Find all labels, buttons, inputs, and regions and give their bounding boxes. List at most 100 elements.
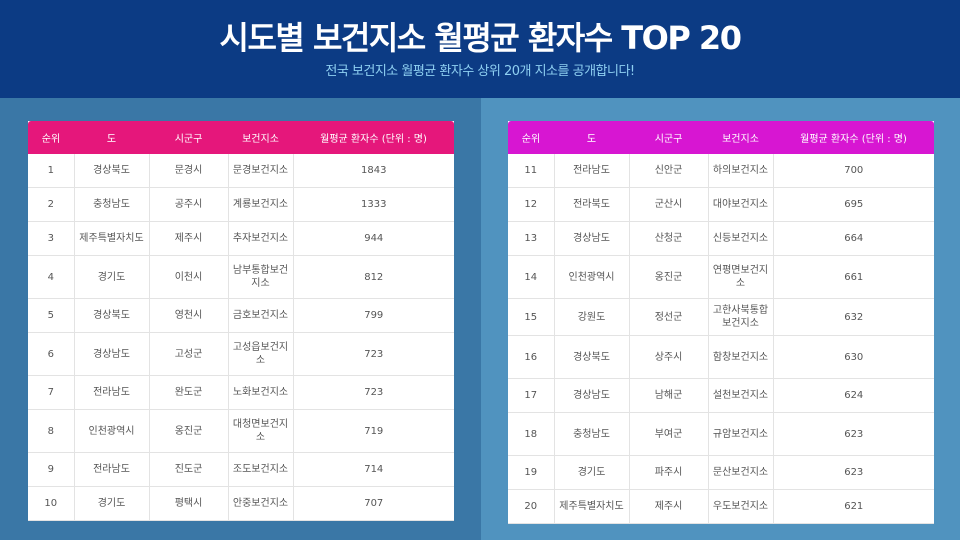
health-branch-cell: 연평면보건지소 [708, 255, 774, 299]
page-title: 시도별 보건지소 월평균 환자수 TOP 20 [219, 19, 742, 57]
table-row: 13 경상남도 산청군 신등보건지소 664 [508, 221, 934, 256]
column-header-monthly-patients: 월평균 환자수 (단위 : 명) [293, 121, 454, 154]
rank-cell: 7 [28, 375, 75, 410]
column-header-province: 도 [554, 121, 629, 154]
ranking-table-1-10: 순위 도 시군구 보건지소 월평균 환자수 (단위 : 명) 1 경상북도 문경시 문… [28, 121, 454, 521]
column-header-rank: 순위 [28, 121, 74, 154]
monthly-patients-cell: 630 [773, 335, 934, 379]
column-header-health-branch: 보건지소 [708, 121, 773, 154]
table-row: 18 충청남도 부여군 규암보건지소 623 [508, 412, 934, 456]
monthly-patients-cell: 719 [293, 409, 454, 453]
rank-cell: 6 [28, 332, 75, 376]
monthly-patients-cell: 623 [773, 455, 934, 490]
monthly-patients-cell: 723 [293, 332, 454, 376]
health-branch-cell: 남부통합보건지소 [228, 255, 294, 299]
rank-cell: 18 [508, 412, 555, 456]
rank-cell: 12 [508, 187, 555, 222]
rank-cell: 5 [28, 298, 75, 333]
health-branch-cell: 하의보건지소 [708, 154, 774, 188]
city-cell: 남해군 [629, 378, 709, 413]
city-cell: 옹진군 [149, 409, 229, 453]
province-cell: 경상북도 [554, 335, 630, 379]
rank-cell: 14 [508, 255, 555, 299]
rank-cell: 16 [508, 335, 555, 379]
monthly-patients-cell: 624 [773, 378, 934, 413]
rank-cell: 20 [508, 489, 555, 524]
monthly-patients-cell: 664 [773, 221, 934, 256]
health-branch-cell: 노화보건지소 [228, 375, 294, 410]
table-row: 3 제주특별자치도 제주시 추자보건지소 944 [28, 221, 454, 256]
header-banner: 시도별 보건지소 월평균 환자수 TOP 20 전국 보건지소 월평균 환자수 … [0, 0, 960, 98]
city-cell: 영천시 [149, 298, 229, 333]
monthly-patients-cell: 695 [773, 187, 934, 222]
column-header-monthly-patients: 월평균 환자수 (단위 : 명) [773, 121, 934, 154]
column-header-city: 시군구 [149, 121, 228, 154]
monthly-patients-cell: 799 [293, 298, 454, 333]
rank-cell: 19 [508, 455, 555, 490]
province-cell: 인천광역시 [74, 409, 150, 453]
table-row: 9 전라남도 진도군 조도보건지소 714 [28, 452, 454, 487]
city-cell: 정선군 [629, 298, 709, 336]
province-cell: 전라남도 [554, 154, 630, 188]
province-cell: 경상북도 [74, 154, 150, 188]
city-cell: 군산시 [629, 187, 709, 222]
column-header-health-branch: 보건지소 [228, 121, 293, 154]
table-row: 7 전라남도 완도군 노화보건지소 723 [28, 375, 454, 410]
province-cell: 전라북도 [554, 187, 630, 222]
health-branch-cell: 문경보건지소 [228, 154, 294, 188]
rank-cell: 9 [28, 452, 75, 487]
rank-cell: 11 [508, 154, 555, 188]
city-cell: 고성군 [149, 332, 229, 376]
table-row: 11 전라남도 신안군 하의보건지소 700 [508, 154, 934, 188]
city-cell: 파주시 [629, 455, 709, 490]
province-cell: 전라남도 [74, 375, 150, 410]
city-cell: 상주시 [629, 335, 709, 379]
table-row: 5 경상북도 영천시 금호보건지소 799 [28, 298, 454, 333]
city-cell: 부여군 [629, 412, 709, 456]
table-row: 4 경기도 이천시 남부통합보건지소 812 [28, 255, 454, 299]
table-row: 8 인천광역시 옹진군 대청면보건지소 719 [28, 409, 454, 453]
rank-cell: 2 [28, 187, 75, 222]
monthly-patients-cell: 621 [773, 489, 934, 524]
city-cell: 평택시 [149, 486, 229, 521]
table-row: 10 경기도 평택시 안중보건지소 707 [28, 486, 454, 521]
health-branch-cell: 대청면보건지소 [228, 409, 294, 453]
table-row: 6 경상남도 고성군 고성읍보건지소 723 [28, 332, 454, 376]
province-cell: 인천광역시 [554, 255, 630, 299]
health-branch-cell: 신등보건지소 [708, 221, 774, 256]
column-header-city: 시군구 [629, 121, 708, 154]
monthly-patients-cell: 623 [773, 412, 934, 456]
monthly-patients-cell: 944 [293, 221, 454, 256]
city-cell: 진도군 [149, 452, 229, 487]
table-row: 17 경상남도 남해군 설천보건지소 624 [508, 378, 934, 413]
province-cell: 전라남도 [74, 452, 150, 487]
province-cell: 강원도 [554, 298, 630, 336]
province-cell: 경기도 [74, 486, 150, 521]
health-branch-cell: 추자보건지소 [228, 221, 294, 256]
province-cell: 충청남도 [554, 412, 630, 456]
city-cell: 이천시 [149, 255, 229, 299]
rank-cell: 3 [28, 221, 75, 256]
table-row: 19 경기도 파주시 문산보건지소 623 [508, 455, 934, 490]
rank-cell: 10 [28, 486, 75, 521]
column-header-province: 도 [74, 121, 149, 154]
province-cell: 충청남도 [74, 187, 150, 222]
rank-cell: 1 [28, 154, 75, 188]
city-cell: 산청군 [629, 221, 709, 256]
province-cell: 경상남도 [74, 332, 150, 376]
rank-cell: 17 [508, 378, 555, 413]
monthly-patients-cell: 1843 [293, 154, 454, 188]
monthly-patients-cell: 812 [293, 255, 454, 299]
province-cell: 경기도 [74, 255, 150, 299]
health-branch-cell: 고한사북통합보건지소 [708, 298, 774, 336]
health-branch-cell: 설천보건지소 [708, 378, 774, 413]
health-branch-cell: 금호보건지소 [228, 298, 294, 333]
province-cell: 경상북도 [74, 298, 150, 333]
monthly-patients-cell: 700 [773, 154, 934, 188]
city-cell: 완도군 [149, 375, 229, 410]
column-header-rank: 순위 [508, 121, 554, 154]
health-branch-cell: 우도보건지소 [708, 489, 774, 524]
rank-cell: 15 [508, 298, 555, 336]
province-cell: 제주특별자치도 [554, 489, 630, 524]
rank-cell: 4 [28, 255, 75, 299]
